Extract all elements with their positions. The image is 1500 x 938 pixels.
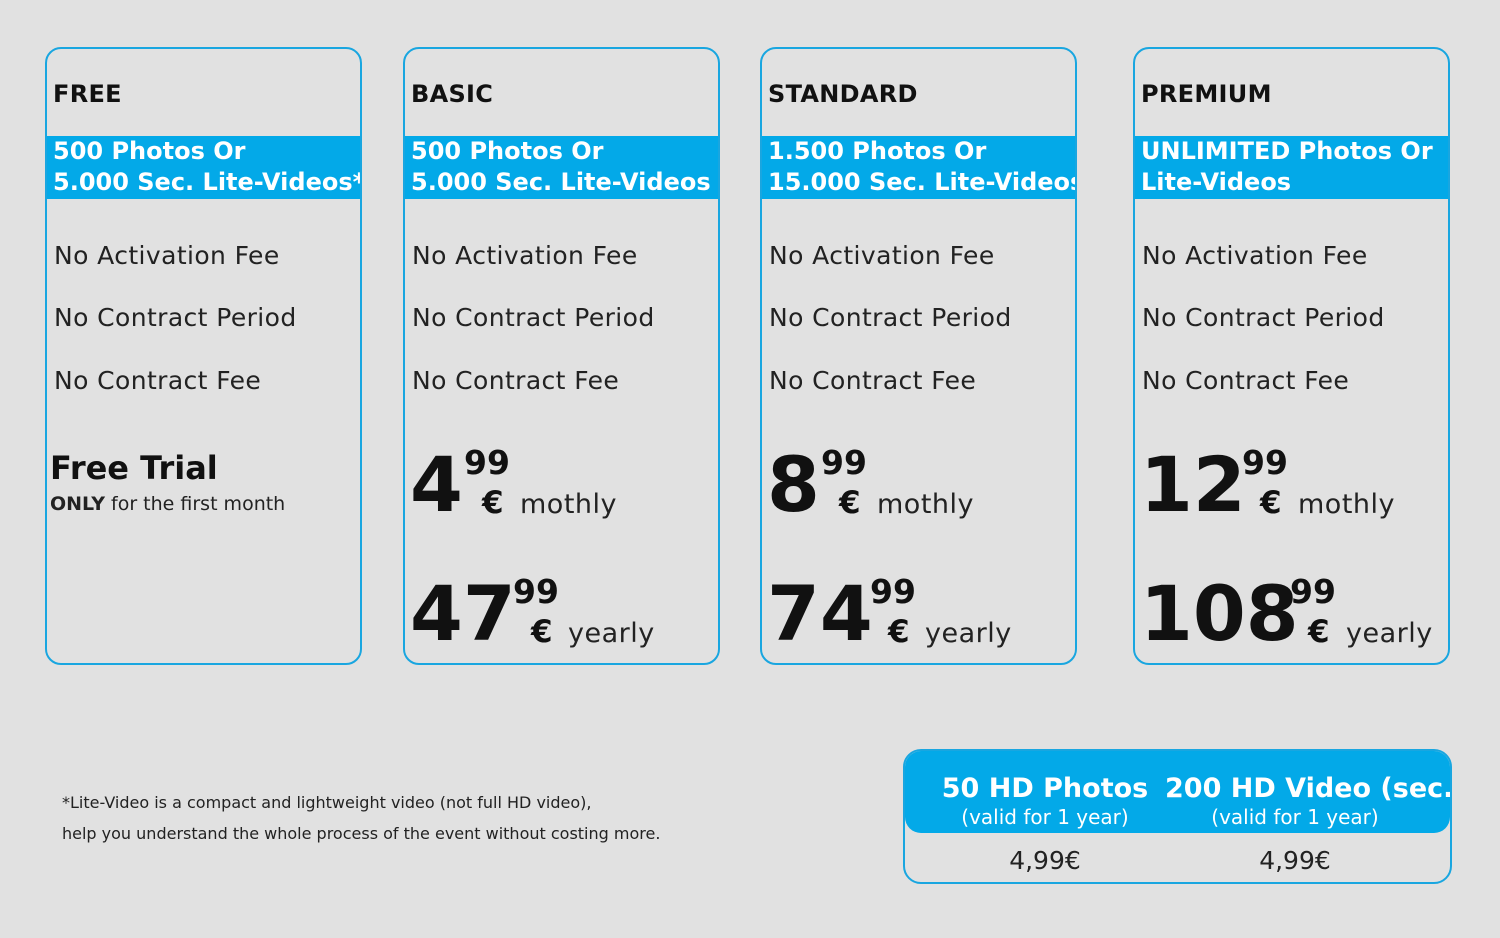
- plan-card-premium: PREMIUM UNLIMITED Photos Or Lite-Videos …: [1133, 47, 1450, 665]
- feature-contract-fee: No Contract Fee: [54, 366, 262, 395]
- feature-contract-period: No Contract Period: [412, 303, 655, 332]
- feature-activation-fee: No Activation Fee: [412, 241, 638, 270]
- plan-quota-band: 500 Photos Or 5.000 Sec. Lite-Videos: [405, 136, 718, 199]
- price-cents: 99: [1290, 572, 1336, 611]
- price-period: yearly: [568, 618, 655, 649]
- trial-only: ONLY: [50, 493, 105, 515]
- quota-line-1: 1.500 Photos Or: [768, 137, 987, 165]
- price-period: yearly: [1346, 618, 1433, 649]
- hd-addons-box: 50 HD Photos (valid for 1 year) 200 HD V…: [903, 749, 1452, 884]
- addon-hd-photos-price: 4,99€: [1009, 846, 1081, 875]
- plan-name: STANDARD: [768, 80, 918, 108]
- addon-validity: (valid for 1 year): [1211, 805, 1379, 829]
- trial-subtitle: ONLY for the first month: [50, 493, 285, 515]
- feature-activation-fee: No Activation Fee: [1142, 241, 1368, 270]
- trial-rest: for the first month: [104, 493, 286, 515]
- euro-symbol: €: [839, 485, 861, 521]
- trial-title: Free Trial: [50, 449, 218, 487]
- feature-activation-fee: No Activation Fee: [54, 241, 280, 270]
- plan-card-standard: STANDARD 1.500 Photos Or 15.000 Sec. Lit…: [760, 47, 1077, 665]
- feature-activation-fee: No Activation Fee: [769, 241, 995, 270]
- quota-line-1: 500 Photos Or: [411, 137, 604, 165]
- feature-contract-period: No Contract Period: [1142, 303, 1385, 332]
- addon-title: 200 HD Video (sec.): [1165, 773, 1452, 804]
- plan-card-basic: BASIC 500 Photos Or 5.000 Sec. Lite-Vide…: [403, 47, 720, 665]
- footnote-line-1: *Lite-Video is a compact and lightweight…: [62, 793, 592, 812]
- feature-contract-fee: No Contract Fee: [769, 366, 977, 395]
- feature-contract-fee: No Contract Fee: [412, 366, 620, 395]
- price-period: mothly: [520, 489, 617, 520]
- euro-symbol: €: [1260, 485, 1282, 521]
- price-whole: 108: [1140, 569, 1299, 658]
- price-cents: 99: [464, 443, 510, 482]
- lite-video-footnote: *Lite-Video is a compact and lightweight…: [62, 787, 660, 849]
- hd-addons-header: 50 HD Photos (valid for 1 year) 200 HD V…: [905, 751, 1450, 833]
- price-period: yearly: [925, 618, 1012, 649]
- addon-hd-photos: 50 HD Photos (valid for 1 year): [935, 773, 1155, 829]
- price-whole: 47: [410, 569, 516, 658]
- price-period: mothly: [1298, 489, 1395, 520]
- price-whole: 4: [410, 440, 463, 529]
- plan-name: PREMIUM: [1141, 80, 1272, 108]
- price-whole: 74: [767, 569, 873, 658]
- plan-quota-band: UNLIMITED Photos Or Lite-Videos: [1135, 136, 1448, 199]
- addon-title: 50 HD Photos: [941, 773, 1149, 804]
- plan-quota-band: 500 Photos Or 5.000 Sec. Lite-Videos*: [47, 136, 360, 199]
- price-cents: 99: [1242, 443, 1288, 482]
- plan-card-free: FREE 500 Photos Or 5.000 Sec. Lite-Video…: [45, 47, 362, 665]
- quota-line-2: Lite-Videos: [1141, 168, 1292, 196]
- plan-quota-band: 1.500 Photos Or 15.000 Sec. Lite-Videos: [762, 136, 1075, 199]
- price-cents: 99: [513, 572, 559, 611]
- addon-hd-video-price: 4,99€: [1259, 846, 1331, 875]
- euro-symbol: €: [482, 485, 504, 521]
- footnote-line-2: help you understand the whole process of…: [62, 824, 661, 843]
- feature-contract-period: No Contract Period: [54, 303, 297, 332]
- quota-line-1: 500 Photos Or: [53, 137, 246, 165]
- quota-line-1: UNLIMITED Photos Or: [1141, 137, 1433, 165]
- addon-validity: (valid for 1 year): [961, 805, 1129, 829]
- addon-hd-video: 200 HD Video (sec.) (valid for 1 year): [1165, 773, 1452, 829]
- feature-contract-fee: No Contract Fee: [1142, 366, 1350, 395]
- euro-symbol: €: [1308, 614, 1330, 650]
- euro-symbol: €: [888, 614, 910, 650]
- price-period: mothly: [877, 489, 974, 520]
- quota-line-2: 15.000 Sec. Lite-Videos: [768, 168, 1077, 196]
- price-cents: 99: [870, 572, 916, 611]
- quota-line-2: 5.000 Sec. Lite-Videos: [411, 168, 711, 196]
- plan-name: FREE: [53, 80, 122, 108]
- euro-symbol: €: [531, 614, 553, 650]
- price-cents: 99: [821, 443, 867, 482]
- price-whole: 8: [767, 440, 820, 529]
- quota-line-2: 5.000 Sec. Lite-Videos*: [53, 168, 362, 196]
- price-whole: 12: [1140, 440, 1246, 529]
- feature-contract-period: No Contract Period: [769, 303, 1012, 332]
- plan-name: BASIC: [411, 80, 494, 108]
